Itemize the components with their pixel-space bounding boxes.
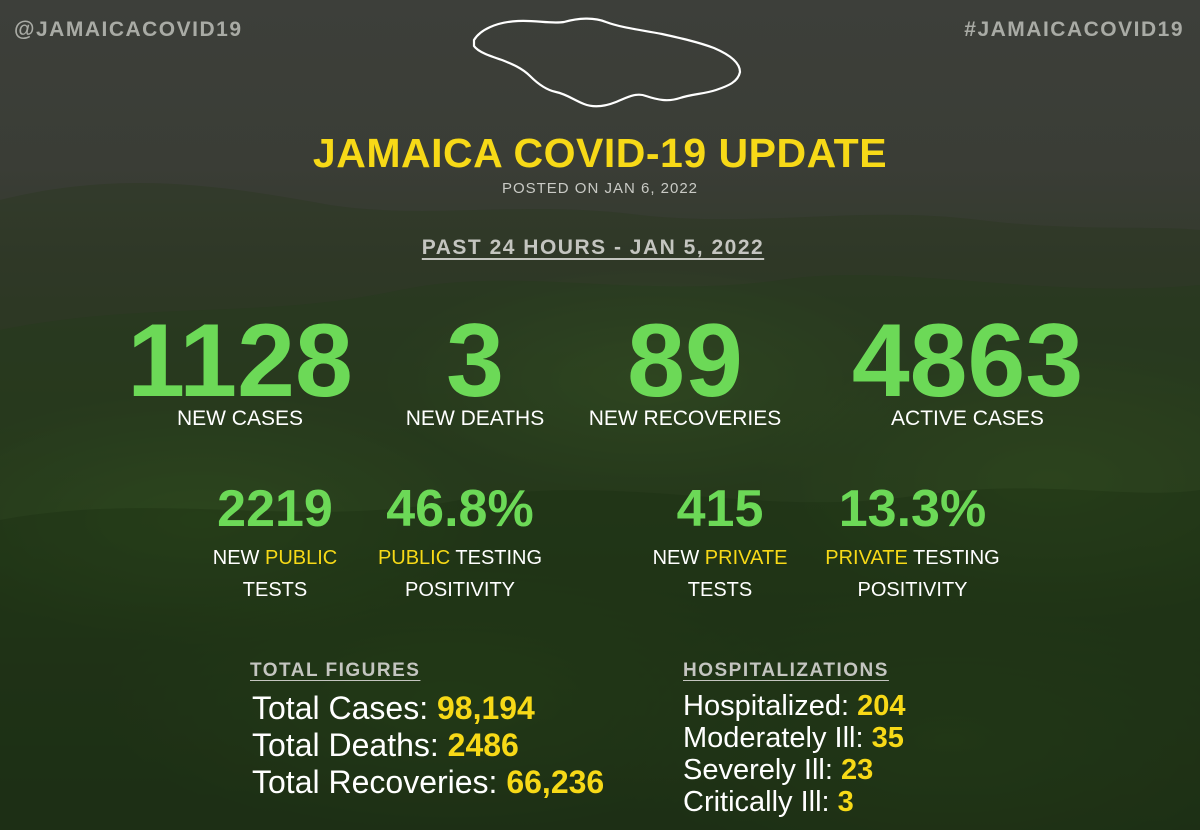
total-cases-label: Total Cases: <box>252 690 437 726</box>
severely-ill-row: Severely Ill: 23 <box>683 754 905 786</box>
total-recoveries-label: Total Recoveries: <box>252 764 507 800</box>
private-tests-label-highlight: PRIVATE <box>704 547 788 569</box>
total-cases-row: Total Cases: 98,194 <box>252 690 604 727</box>
posted-date: POSTED ON JAN 6, 2022 <box>501 180 699 197</box>
hashtag: #JAMAICACOVID19 <box>964 18 1184 41</box>
new-cases-label: NEW CASES <box>176 407 304 430</box>
public-tests-value: 2219 <box>217 480 333 538</box>
public-positivity-label-highlight: PUBLIC <box>377 547 451 569</box>
hospitalized-value: 204 <box>857 690 906 722</box>
public-positivity-label-suffix: TESTING <box>450 547 543 569</box>
moderately-ill-label: Moderately Ill: <box>683 722 872 754</box>
page-title: JAMAICA COVID-19 UPDATE <box>312 130 888 176</box>
public-tests-label-line2: TESTS <box>242 579 308 601</box>
hospitalizations-heading: HOSPITALIZATIONS <box>683 660 889 681</box>
private-positivity-label-suffix: TESTING <box>907 547 1000 569</box>
new-recoveries-value: 89 <box>627 303 743 419</box>
new-deaths-value: 3 <box>446 303 504 419</box>
private-tests-value: 415 <box>676 480 764 538</box>
total-recoveries-row: Total Recoveries: 66,236 <box>252 764 604 801</box>
period-heading-text: PAST 24 HOURS - JAN 5, 2022 <box>421 236 765 259</box>
total-deaths-label: Total Deaths: <box>252 727 448 763</box>
hospitalized-label: Hospitalized: <box>683 690 858 722</box>
private-positivity-label-line2: POSITIVITY <box>857 579 968 601</box>
public-tests-label: NEW PUBLIC TESTS <box>190 542 360 606</box>
hospitalizations-list: Hospitalized: 204 Moderately Ill: 35 Sev… <box>683 690 905 818</box>
new-deaths-label: NEW DEATHS <box>405 407 545 430</box>
twitter-handle: @JAMAICACOVID19 <box>14 18 243 41</box>
total-figures-heading: TOTAL FIGURES <box>250 660 421 681</box>
jamaica-outline-icon <box>472 17 742 108</box>
public-positivity-value: 46.8% <box>386 480 534 538</box>
total-figures-list: Total Cases: 98,194 Total Deaths: 2486 T… <box>252 690 604 801</box>
total-deaths-value: 2486 <box>447 727 519 763</box>
total-recoveries-value: 66,236 <box>506 764 605 800</box>
private-tests-label-prefix: NEW <box>652 547 705 569</box>
hospitalized-row: Hospitalized: 204 <box>683 690 905 722</box>
public-positivity-label-line2: POSITIVITY <box>404 579 516 601</box>
active-cases-label: ACTIVE CASES <box>891 407 1044 430</box>
private-tests-label-line2: TESTS <box>687 579 753 601</box>
total-cases-value: 98,194 <box>436 690 535 726</box>
severely-ill-label: Severely Ill: <box>683 754 841 786</box>
moderately-ill-value: 35 <box>871 722 904 754</box>
new-recoveries-label: NEW RECOVERIES <box>588 407 782 430</box>
private-positivity-label-highlight: PRIVATE <box>825 547 908 569</box>
public-positivity-label: PUBLIC TESTING POSITIVITY <box>360 542 560 606</box>
total-deaths-row: Total Deaths: 2486 <box>252 727 604 764</box>
active-cases-value: 4863 <box>851 303 1084 419</box>
private-tests-label: NEW PRIVATE TESTS <box>625 542 815 606</box>
private-positivity-value: 13.3% <box>838 480 987 538</box>
severely-ill-value: 23 <box>840 754 874 786</box>
period-heading: PAST 24 HOURS - JAN 5, 2022 <box>0 236 1186 260</box>
new-cases-value: 1128 <box>127 303 353 419</box>
private-positivity-label: PRIVATE TESTING POSITIVITY <box>805 542 1020 606</box>
public-tests-label-highlight: PUBLIC <box>264 547 338 569</box>
critically-ill-label: Critically Ill: <box>683 786 838 818</box>
public-tests-label-prefix: NEW <box>212 547 265 569</box>
critically-ill-row: Critically Ill: 3 <box>683 786 905 818</box>
critically-ill-value: 3 <box>837 786 854 818</box>
moderately-ill-row: Moderately Ill: 35 <box>683 722 905 754</box>
